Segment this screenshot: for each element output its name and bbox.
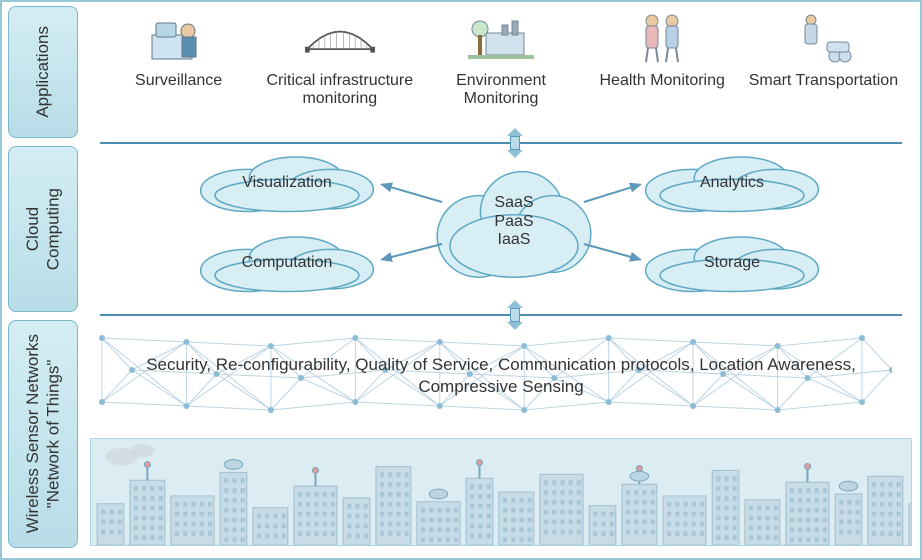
cloud-tab-label: Cloud Computing [23, 188, 64, 270]
environment-icon [466, 10, 536, 66]
cloud-visualization: Visualization [197, 152, 377, 214]
separator-top [100, 142, 902, 144]
wsn-tab-label: Wireless Sensor Networks "Network of Thi… [23, 334, 64, 533]
app-label: Smart Transportation [749, 72, 898, 90]
app-label: Critical infrastructure monitoring [259, 72, 420, 109]
bridge-icon [305, 10, 375, 66]
wsn-tab: Wireless Sensor Networks "Network of Thi… [8, 320, 78, 548]
app-health-monitoring: Health Monitoring [582, 10, 743, 90]
cloud-content: SaaS PaaS IaaS Visualization Computation [82, 142, 920, 316]
cityscape-icon [91, 439, 911, 545]
app-environment-monitoring: Environment Monitoring [420, 10, 581, 109]
cloud-layer: Cloud Computing SaaS PaaS IaaS Visual [2, 142, 920, 316]
applications-tab: Applications [8, 6, 78, 138]
app-label: Surveillance [135, 72, 222, 90]
cloud-node-label: Analytics [700, 174, 764, 192]
applications-row: Surveillance [98, 10, 904, 134]
transportation-icon [788, 10, 858, 66]
cloud-node-label: Storage [704, 254, 760, 272]
cloud-center: SaaS PaaS IaaS [434, 162, 594, 282]
applications-tab-label: Applications [33, 26, 53, 118]
bidir-arrow-down-icon [506, 300, 524, 330]
app-label: Health Monitoring [600, 72, 725, 90]
bidir-arrow-up-icon [506, 128, 524, 158]
applications-content: Surveillance [82, 2, 920, 142]
app-label: Environment Monitoring [420, 72, 581, 109]
cityscape [90, 438, 912, 546]
cloud-tab: Cloud Computing [8, 146, 78, 312]
app-critical-infrastructure: Critical infrastructure monitoring [259, 10, 420, 109]
wsn-caption: Security, Re-configurability, Quality of… [102, 354, 900, 398]
applications-layer: Applications Surveillance [2, 2, 920, 142]
cloud-analytics: Analytics [642, 152, 822, 214]
wsn-content: Security, Re-configurability, Quality of… [82, 316, 920, 552]
cloud-node-label: Visualization [242, 174, 332, 192]
surveillance-icon [144, 10, 214, 66]
cloud-computation: Computation [197, 232, 377, 294]
health-icon [627, 10, 697, 66]
cloud-node-label: Computation [242, 254, 333, 272]
cloud-center-label: SaaS PaaS IaaS [494, 194, 533, 249]
app-surveillance: Surveillance [98, 10, 259, 90]
wsn-layer: Wireless Sensor Networks "Network of Thi… [2, 316, 920, 552]
app-smart-transportation: Smart Transportation [743, 10, 904, 90]
cloud-storage: Storage [642, 232, 822, 294]
